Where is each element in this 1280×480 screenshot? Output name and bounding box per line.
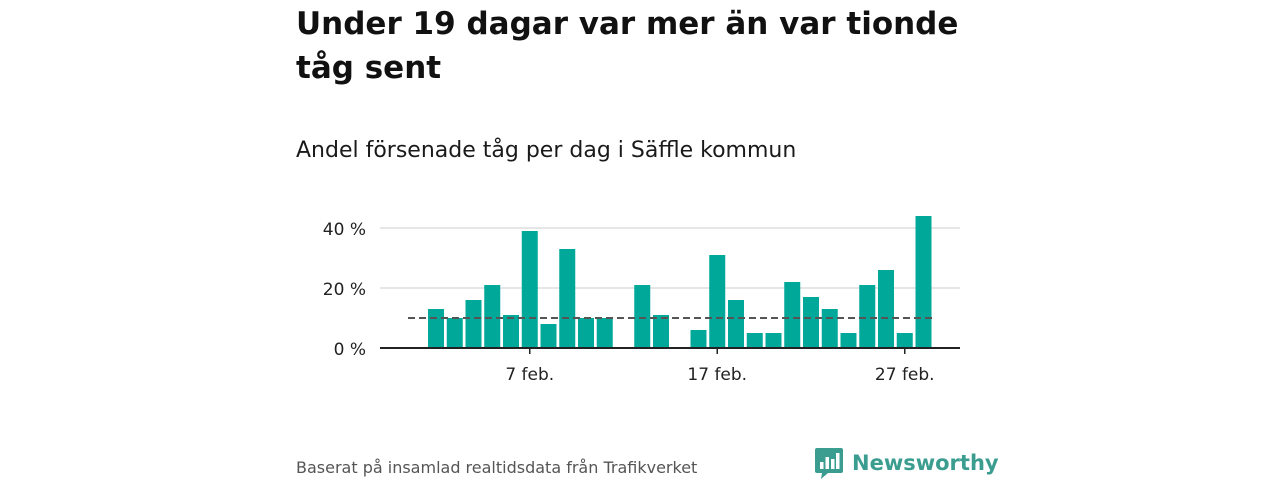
bar	[784, 282, 801, 348]
bar	[878, 270, 894, 348]
y-tick-label: 20 %	[323, 280, 366, 300]
bar	[915, 216, 932, 348]
brand-logo[interactable]: Newsworthy	[814, 446, 999, 480]
bar	[446, 318, 463, 348]
bar	[521, 231, 538, 348]
x-tick-label: 27 feb.	[875, 365, 935, 385]
y-tick-label: 40 %	[323, 220, 366, 240]
bar	[728, 300, 744, 348]
bar	[484, 285, 501, 348]
bar	[503, 315, 519, 348]
chart-subtitle: Andel försenade tåg per dag i Säffle kom…	[296, 138, 797, 163]
bar	[859, 285, 876, 348]
source-note: Baserat på insamlad realtidsdata från Tr…	[296, 458, 698, 477]
bar	[765, 333, 782, 348]
bar	[465, 300, 482, 348]
x-tick-label: 17 feb.	[687, 365, 747, 385]
bar	[709, 255, 726, 348]
bar	[428, 309, 444, 348]
brand-name: Newsworthy	[852, 451, 999, 475]
bars	[428, 216, 932, 348]
bar	[821, 309, 838, 348]
bar	[690, 330, 707, 348]
gridlines	[380, 227, 960, 289]
bar	[634, 285, 651, 348]
bar	[559, 249, 576, 348]
chart-title: Under 19 dagar var mer än var tionde tåg…	[296, 6, 959, 86]
bar-chart: 0 % 20 % 40 % 7 feb. 17 feb. 27 feb.	[323, 216, 960, 385]
x-tick-label: 7 feb.	[505, 365, 554, 385]
bar	[746, 333, 763, 348]
newsworthy-logo-icon	[815, 448, 843, 479]
bar	[540, 324, 557, 348]
bar	[578, 318, 594, 348]
y-tick-label: 0 %	[334, 340, 366, 360]
bar	[596, 318, 613, 348]
bar	[803, 297, 819, 348]
bar	[896, 333, 913, 348]
axes: 0 % 20 % 40 % 7 feb. 17 feb. 27 feb.	[323, 220, 960, 385]
bar	[840, 333, 857, 348]
bar	[653, 315, 669, 348]
